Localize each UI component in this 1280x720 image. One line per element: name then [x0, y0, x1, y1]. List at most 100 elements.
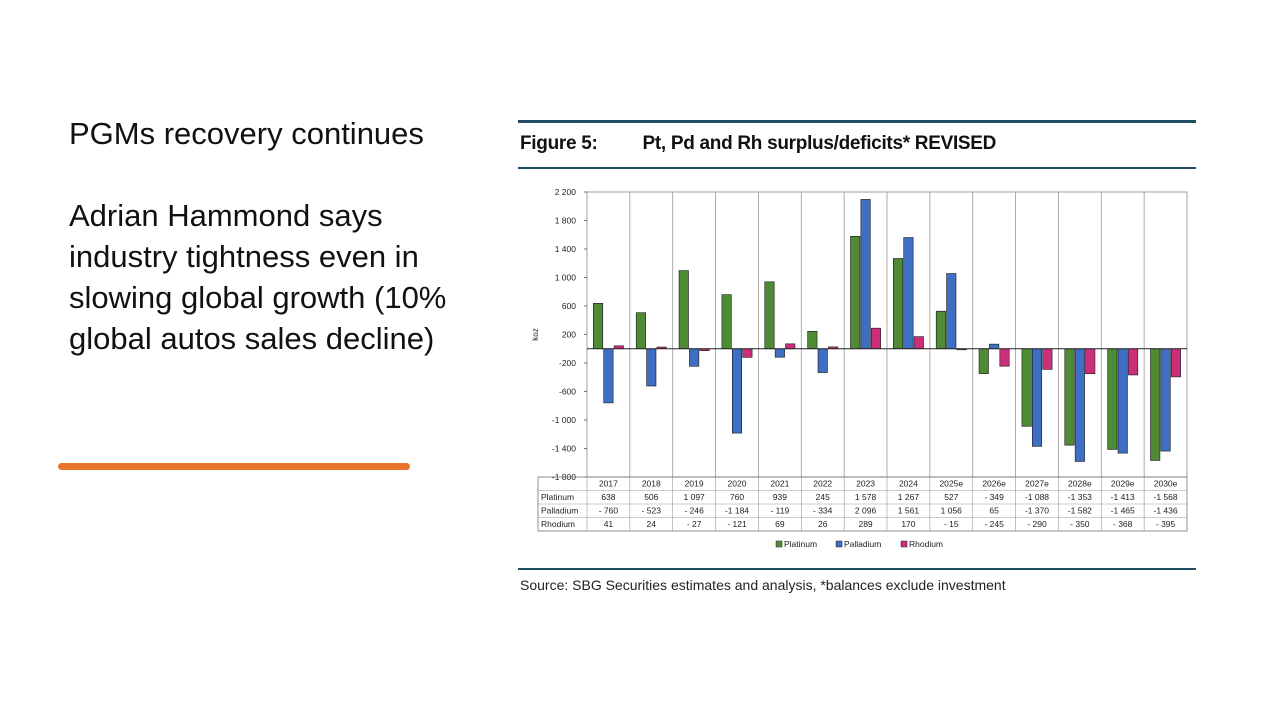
- bar-platinum: [764, 281, 775, 350]
- data-label-palladium: - 523: [642, 506, 662, 516]
- bar-palladium: [860, 199, 871, 350]
- bar-palladium: [603, 348, 614, 404]
- table-row-label-palladium: Palladium: [541, 506, 578, 516]
- bar-platinum: [678, 270, 689, 350]
- y-tick-label: -1 400: [552, 444, 576, 454]
- data-label-rhodium: - 245: [984, 519, 1004, 529]
- data-label-rhodium: - 368: [1113, 519, 1133, 529]
- bar-palladium: [946, 273, 957, 350]
- data-label-palladium: -1 582: [1068, 506, 1092, 516]
- x-category-label: 2018: [642, 479, 661, 489]
- data-label-platinum: -1 353: [1068, 492, 1092, 502]
- x-category-label: 2027e: [1025, 479, 1049, 489]
- x-category-label: 2021: [770, 479, 789, 489]
- data-label-palladium: - 246: [684, 506, 704, 516]
- bar-platinum: [721, 294, 732, 350]
- bar-platinum: [850, 236, 861, 350]
- data-label-palladium: - 334: [813, 506, 833, 516]
- bar-platinum: [978, 348, 989, 374]
- data-label-rhodium: 289: [858, 519, 872, 529]
- x-category-label: 2019: [685, 479, 704, 489]
- data-label-rhodium: 41: [604, 519, 614, 529]
- x-category-label: 2023: [856, 479, 875, 489]
- y-tick-label: 200: [562, 330, 576, 340]
- bar-rhodium: [1128, 348, 1139, 376]
- figure-title: Figure 5: Pt, Pd and Rh surplus/deficits…: [520, 133, 996, 155]
- data-label-platinum: -1 413: [1111, 492, 1135, 502]
- bar-platinum: [635, 312, 646, 350]
- accent-underline: [58, 463, 410, 470]
- data-label-platinum: 245: [816, 492, 830, 502]
- legend-swatch-rhodium: [900, 540, 908, 548]
- y-tick-label: 600: [562, 301, 576, 311]
- bar-rhodium: [1170, 348, 1181, 378]
- x-category-label: 2026e: [982, 479, 1006, 489]
- bar-platinum: [893, 258, 904, 350]
- figure-subtitle: Pt, Pd and Rh surplus/deficits* REVISED: [642, 133, 997, 154]
- bar-palladium: [1074, 348, 1085, 462]
- bar-palladium: [989, 343, 1000, 350]
- figure-top-rule: [518, 120, 1196, 123]
- data-label-rhodium: - 395: [1156, 519, 1176, 529]
- bar-palladium: [1160, 348, 1171, 452]
- data-label-platinum: 1 267: [898, 492, 920, 502]
- figure-title-rule: [518, 167, 1196, 169]
- data-label-palladium: -1 184: [725, 506, 749, 516]
- figure-number: Figure 5:: [520, 133, 598, 154]
- data-label-rhodium: - 350: [1070, 519, 1090, 529]
- data-label-palladium: 1 056: [941, 506, 963, 516]
- bar-palladium: [646, 348, 657, 387]
- y-tick-label: 1 800: [555, 216, 577, 226]
- data-label-rhodium: 26: [818, 519, 828, 529]
- x-category-label: 2028e: [1068, 479, 1092, 489]
- bar-rhodium: [742, 348, 753, 358]
- data-label-palladium: - 760: [599, 506, 619, 516]
- legend-label-palladium: Palladium: [844, 539, 881, 549]
- bar-rhodium: [999, 348, 1010, 367]
- bar-platinum: [1064, 348, 1075, 446]
- y-tick-label: -1 000: [552, 415, 576, 425]
- data-label-palladium: 1 561: [898, 506, 920, 516]
- bar-rhodium: [785, 343, 796, 350]
- data-label-platinum: 1 578: [855, 492, 877, 502]
- figure-panel: Figure 5: Pt, Pd and Rh surplus/deficits…: [518, 120, 1198, 600]
- bar-platinum: [1021, 348, 1032, 427]
- x-category-label: 2029e: [1111, 479, 1135, 489]
- bar-platinum: [1150, 348, 1161, 461]
- data-label-platinum: 939: [773, 492, 787, 502]
- x-category-label: 2024: [899, 479, 918, 489]
- y-tick-label: -200: [559, 358, 576, 368]
- legend-swatch-platinum: [775, 540, 783, 548]
- data-label-palladium: - 119: [770, 506, 789, 516]
- bar-palladium: [689, 348, 700, 367]
- bar-rhodium: [913, 336, 924, 350]
- slide-body: Adrian Hammond says industry tightness e…: [69, 198, 447, 356]
- slide-text-block: PGMs recovery continues Adrian Hammond s…: [69, 113, 449, 359]
- bar-palladium: [903, 237, 914, 350]
- data-label-rhodium: - 121: [727, 519, 747, 529]
- bar-rhodium: [870, 327, 881, 350]
- data-label-palladium: -1 465: [1111, 506, 1135, 516]
- data-label-palladium: -1 436: [1154, 506, 1178, 516]
- data-label-rhodium: 24: [647, 519, 657, 529]
- data-label-palladium: -1 370: [1025, 506, 1049, 516]
- figure-source: Source: SBG Securities estimates and ana…: [520, 577, 1006, 593]
- slide-heading: PGMs recovery continues: [69, 116, 424, 151]
- data-label-platinum: 1 097: [684, 492, 706, 502]
- data-label-rhodium: - 15: [944, 519, 959, 529]
- data-label-rhodium: 170: [901, 519, 915, 529]
- y-tick-label: 1 000: [555, 273, 577, 283]
- table-row-label-rhodium: Rhodium: [541, 519, 575, 529]
- data-label-rhodium: - 290: [1027, 519, 1047, 529]
- bar-platinum: [1107, 348, 1118, 450]
- data-label-platinum: -1 088: [1025, 492, 1049, 502]
- data-label-platinum: - 349: [984, 492, 1004, 502]
- y-axis-label: koz: [531, 328, 540, 340]
- figure-bottom-rule: [518, 568, 1196, 570]
- legend-label-platinum: Platinum: [784, 539, 817, 549]
- x-category-label: 2017: [599, 479, 618, 489]
- data-label-palladium: 65: [989, 506, 999, 516]
- x-category-label: 2020: [728, 479, 747, 489]
- data-label-platinum: 638: [601, 492, 615, 502]
- data-label-rhodium: 69: [775, 519, 785, 529]
